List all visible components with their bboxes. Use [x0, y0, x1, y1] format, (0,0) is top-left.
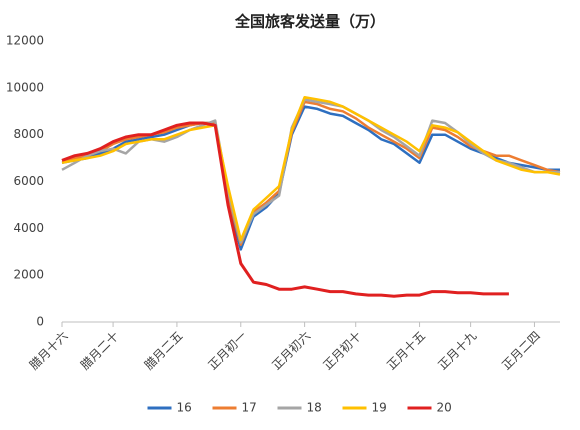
y-tick-label: 8000	[13, 127, 44, 141]
chart-title: 全国旅客发送量（万）	[234, 13, 385, 31]
series-line	[61, 100, 561, 246]
y-tick-label: 6000	[13, 174, 44, 188]
x-tick-label: 正月十五	[384, 329, 428, 373]
x-tick-label: 腊月二五	[142, 329, 186, 373]
x-tick-label: 正月初十	[320, 329, 364, 373]
x-tick-label: 正月初六	[269, 329, 313, 373]
x-tick-label: 正月初一	[206, 329, 250, 373]
x-tick-label: 腊月十六	[27, 329, 71, 373]
series-line	[61, 105, 560, 251]
series-line	[61, 121, 509, 298]
legend-label: 16	[177, 401, 192, 415]
series-line	[61, 95, 561, 242]
x-tick-label: 腊月二十	[78, 329, 122, 373]
legend-label: 19	[372, 401, 387, 415]
y-tick-label: 4000	[13, 221, 44, 235]
series-line	[61, 98, 560, 244]
legend-label: 17	[242, 401, 257, 415]
y-tick-label: 12000	[6, 34, 44, 48]
legend-label: 20	[437, 401, 452, 415]
x-tick-label: 正月二四	[499, 329, 543, 373]
y-tick-label: 10000	[6, 80, 44, 94]
x-tick-label: 正月十九	[435, 329, 479, 373]
legend-label: 18	[307, 401, 322, 415]
y-tick-label: 0	[36, 315, 44, 329]
y-tick-label: 2000	[13, 268, 44, 282]
